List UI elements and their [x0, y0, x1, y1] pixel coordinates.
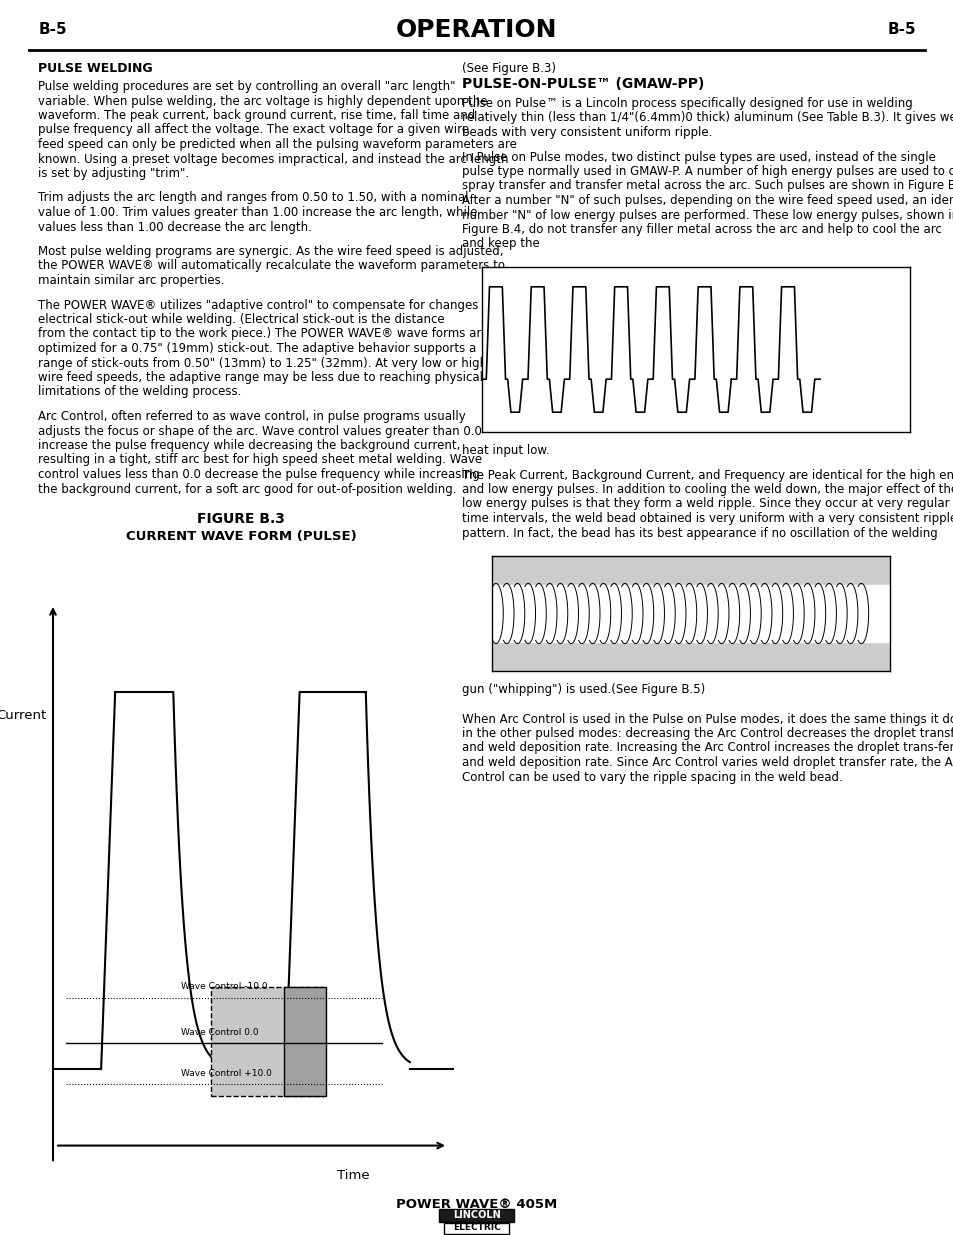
- Text: LINCOLN: LINCOLN: [453, 1210, 500, 1220]
- Text: Wave Control 0.0: Wave Control 0.0: [181, 1028, 258, 1036]
- Bar: [444, 1223, 509, 1234]
- Text: and weld deposition rate. Increasing the Arc Control increases the droplet trans: and weld deposition rate. Increasing the…: [461, 741, 953, 755]
- Text: pattern. In fact, the bead has its best appearance if no oscillation of the weld: pattern. In fact, the bead has its best …: [461, 526, 937, 540]
- Text: relatively thin (less than 1/4"(6.4mm)0 thick) aluminum (See Table B.3). It give: relatively thin (less than 1/4"(6.4mm)0 …: [461, 111, 953, 125]
- Text: Figure B.4, do not transfer any filler metal across the arc and help to cool the: Figure B.4, do not transfer any filler m…: [461, 224, 941, 236]
- Text: feed speed can only be predicted when all the pulsing waveform parameters are: feed speed can only be predicted when al…: [38, 138, 517, 151]
- Text: Wave Control +10.0: Wave Control +10.0: [181, 1068, 272, 1078]
- Text: values less than 1.00 decrease the arc length.: values less than 1.00 decrease the arc l…: [38, 221, 312, 233]
- Text: The Peak Current, Background Current, and Frequency are identical for the high e: The Peak Current, Background Current, an…: [461, 468, 953, 482]
- Text: low energy pulses is that they form a weld ripple. Since they occur at very regu: low energy pulses is that they form a we…: [461, 498, 948, 510]
- Text: limitations of the welding process.: limitations of the welding process.: [38, 385, 241, 399]
- Text: After a number "N" of such pulses, depending on the wire feed speed used, an ide: After a number "N" of such pulses, depen…: [461, 194, 953, 207]
- Text: FIGURE B.3: FIGURE B.3: [197, 513, 285, 526]
- Text: B-5: B-5: [886, 22, 915, 37]
- Text: Current: Current: [0, 709, 47, 722]
- Text: heat input low.: heat input low.: [461, 445, 549, 457]
- Text: When Arc Control is used in the Pulse on Pulse modes, it does the same things it: When Arc Control is used in the Pulse on…: [461, 713, 953, 725]
- Text: Time: Time: [337, 1170, 370, 1182]
- Text: Control can be used to vary the ripple spacing in the weld bead.: Control can be used to vary the ripple s…: [461, 771, 841, 783]
- Text: the POWER WAVE® will automatically recalculate the waveform parameters to: the POWER WAVE® will automatically recal…: [38, 259, 504, 273]
- Text: PULSE WELDING: PULSE WELDING: [38, 62, 152, 75]
- Text: Most pulse welding programs are synergic. As the wire feed speed is adjusted,: Most pulse welding programs are synergic…: [38, 245, 503, 258]
- Text: The POWER WAVE® utilizes "adaptive control" to compensate for changes in: The POWER WAVE® utilizes "adaptive contr…: [38, 299, 493, 311]
- Text: Arc Control, often referred to as wave control, in pulse programs usually: Arc Control, often referred to as wave c…: [38, 410, 465, 424]
- Text: known. Using a preset voltage becomes impractical, and instead the arc length: known. Using a preset voltage becomes im…: [38, 152, 508, 165]
- Text: CURRENT WAVE FORM (PULSE): CURRENT WAVE FORM (PULSE): [126, 530, 356, 543]
- Text: Pulse welding procedures are set by controlling an overall "arc length": Pulse welding procedures are set by cont…: [38, 80, 455, 93]
- Text: optimized for a 0.75" (19mm) stick-out. The adaptive behavior supports a: optimized for a 0.75" (19mm) stick-out. …: [38, 342, 476, 354]
- Text: OPERATION: OPERATION: [395, 19, 558, 42]
- Text: ELECTRIC: ELECTRIC: [453, 1224, 500, 1233]
- Text: PULSE-ON-PULSE™ (GMAW-PP): PULSE-ON-PULSE™ (GMAW-PP): [461, 77, 703, 91]
- Text: and keep the: and keep the: [461, 237, 539, 251]
- Text: variable. When pulse welding, the arc voltage is highly dependent upon the: variable. When pulse welding, the arc vo…: [38, 95, 487, 107]
- Text: In Pulse on Pulse modes, two distinct pulse types are used, instead of the singl: In Pulse on Pulse modes, two distinct pu…: [461, 151, 935, 163]
- Text: range of stick-outs from 0.50" (13mm) to 1.25" (32mm). At very low or high: range of stick-outs from 0.50" (13mm) to…: [38, 357, 487, 369]
- Text: waveform. The peak current, back ground current, rise time, fall time and: waveform. The peak current, back ground …: [38, 109, 475, 122]
- Bar: [212, 987, 323, 1095]
- Text: electrical stick-out while welding. (Electrical stick-out is the distance: electrical stick-out while welding. (Ele…: [38, 312, 444, 326]
- Text: POWER WAVE® 405M: POWER WAVE® 405M: [395, 1198, 558, 1212]
- Text: spray transfer and transfer metal across the arc. Such pulses are shown in Figur: spray transfer and transfer metal across…: [461, 179, 953, 193]
- Text: is set by adjusting "trim".: is set by adjusting "trim".: [38, 167, 189, 180]
- Text: adjusts the focus or shape of the arc. Wave control values greater than 0.0: adjusts the focus or shape of the arc. W…: [38, 425, 481, 437]
- Text: Trim adjusts the arc length and ranges from 0.50 to 1.50, with a nominal: Trim adjusts the arc length and ranges f…: [38, 191, 468, 205]
- Text: resulting in a tight, stiff arc best for high speed sheet metal welding. Wave: resulting in a tight, stiff arc best for…: [38, 453, 481, 467]
- Text: pulse frequency all affect the voltage. The exact voltage for a given wire: pulse frequency all affect the voltage. …: [38, 124, 469, 137]
- Text: and low energy pulses. In addition to cooling the weld down, the major effect of: and low energy pulses. In addition to co…: [461, 483, 953, 496]
- Bar: [283, 987, 325, 1095]
- Text: Wave Control -10.0: Wave Control -10.0: [181, 982, 268, 992]
- Text: B-5: B-5: [38, 22, 67, 37]
- Text: from the contact tip to the work piece.) The POWER WAVE® wave forms are: from the contact tip to the work piece.)…: [38, 327, 488, 341]
- Text: in the other pulsed modes: decreasing the Arc Control decreases the droplet tran: in the other pulsed modes: decreasing th…: [461, 727, 953, 740]
- Text: Pulse on Pulse™ is a Lincoln process specifically designed for use in welding: Pulse on Pulse™ is a Lincoln process spe…: [461, 98, 912, 110]
- Text: increase the pulse frequency while decreasing the background current,: increase the pulse frequency while decre…: [38, 438, 460, 452]
- Text: value of 1.00. Trim values greater than 1.00 increase the arc length, while: value of 1.00. Trim values greater than …: [38, 206, 477, 219]
- Text: and weld deposition rate. Since Arc Control varies weld droplet transfer rate, t: and weld deposition rate. Since Arc Cont…: [461, 756, 953, 769]
- Text: pulse type normally used in GMAW-P. A number of high energy pulses are used to o: pulse type normally used in GMAW-P. A nu…: [461, 165, 953, 178]
- Text: gun ("whipping") is used.(See Figure B.5): gun ("whipping") is used.(See Figure B.5…: [461, 683, 704, 697]
- Text: control values less than 0.0 decrease the pulse frequency while increasing: control values less than 0.0 decrease th…: [38, 468, 479, 480]
- Text: number "N" of low energy pulses are performed. These low energy pulses, shown in: number "N" of low energy pulses are perf…: [461, 209, 953, 221]
- Text: the background current, for a soft arc good for out-of-position welding.: the background current, for a soft arc g…: [38, 483, 456, 495]
- Text: (See Figure B.3): (See Figure B.3): [461, 62, 556, 75]
- Text: wire feed speeds, the adaptive range may be less due to reaching physical: wire feed speeds, the adaptive range may…: [38, 370, 482, 384]
- Text: time intervals, the weld bead obtained is very uniform with a very consistent ri: time intervals, the weld bead obtained i…: [461, 513, 953, 525]
- Bar: [439, 1209, 514, 1221]
- Text: maintain similar arc properties.: maintain similar arc properties.: [38, 274, 224, 287]
- Text: beads with very consistent uniform ripple.: beads with very consistent uniform rippl…: [461, 126, 712, 140]
